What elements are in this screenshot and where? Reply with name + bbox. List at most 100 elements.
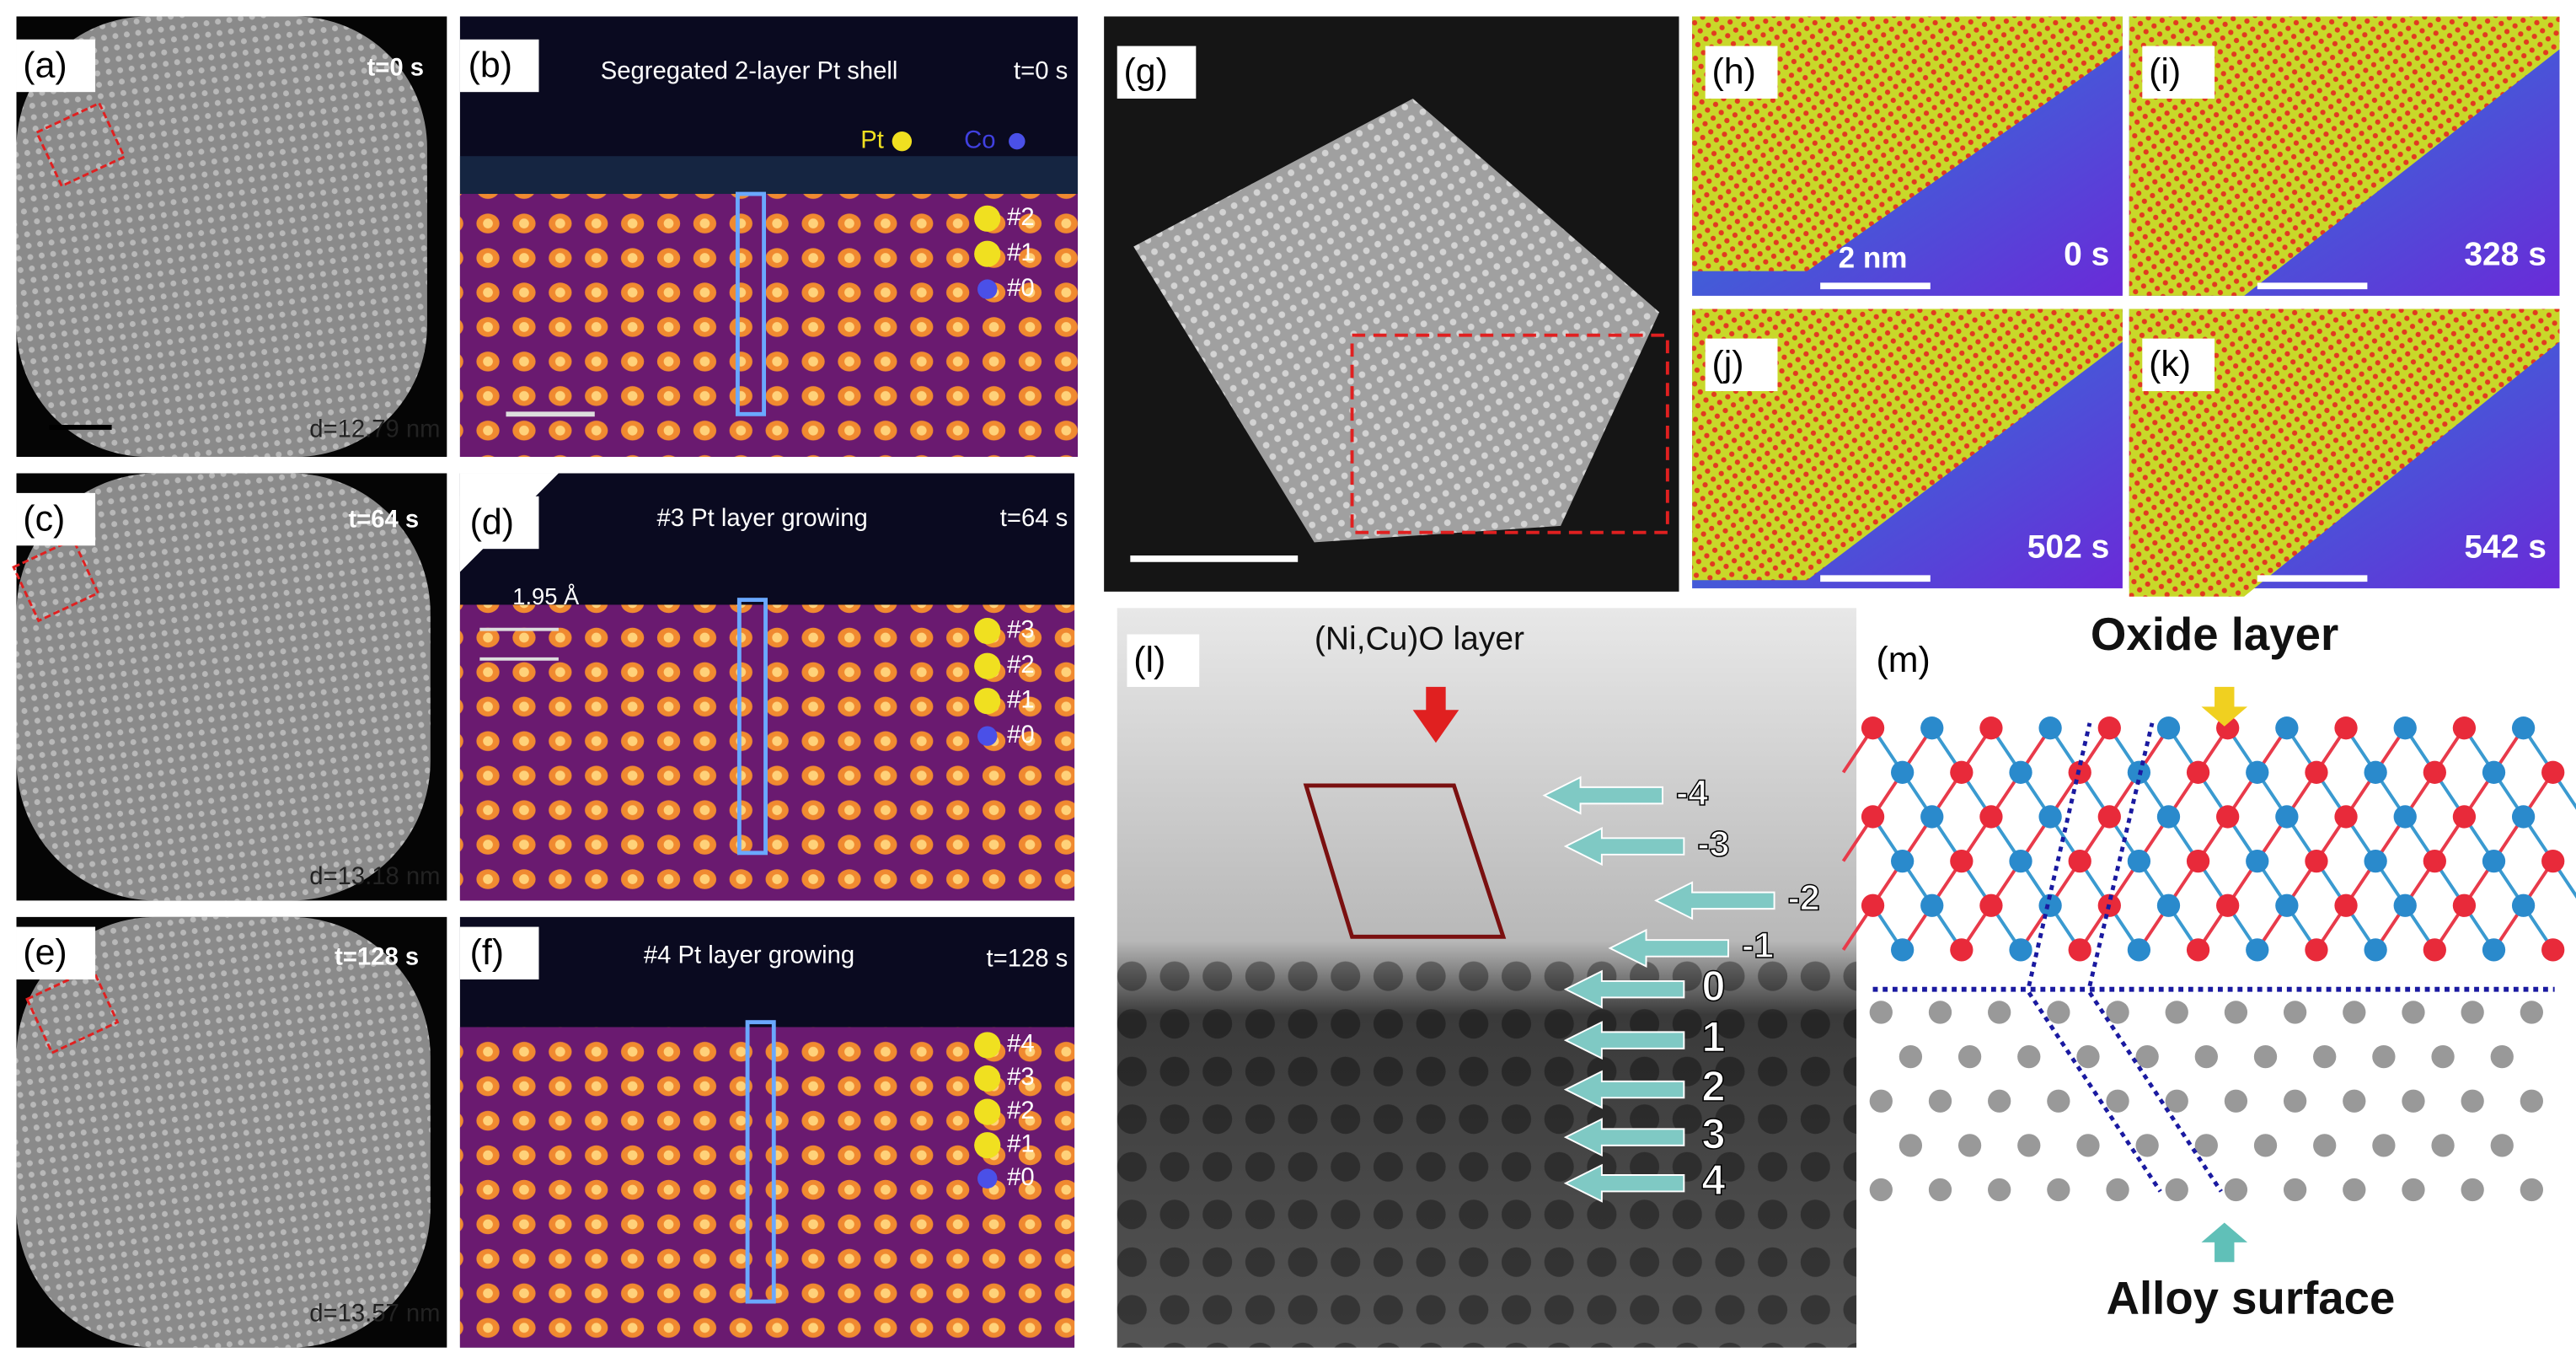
label-box [2142,338,2215,392]
alloy-atom [2194,1044,2218,1069]
alloy-atom [1899,1044,1923,1069]
layer-label: #1 [1007,686,1035,713]
diameter-label: d=12.79 nm [309,416,440,443]
panel-title: Segregated 2-layer Pt shell [601,58,898,85]
layer-label: 2 [1701,1062,1725,1110]
layer-label: 1 [1701,1012,1725,1060]
atom [2275,805,2299,829]
alloy-atom [2047,1178,2070,1202]
panel-e: (e) t=128 s d=13.57 nm [16,916,447,1348]
alloy-atom [2402,1089,2425,1113]
atom [2068,849,2091,873]
alloy-atom [2135,1044,2159,1069]
diameter-label: d=13.18 nm [309,863,440,890]
alloy-atom [2343,1089,2366,1113]
atom [2305,849,2328,873]
layer-marker [974,618,1001,645]
atom [2511,716,2536,740]
atom [2452,893,2477,917]
alloy-atom [2313,1044,2337,1069]
time-label: 0 s [2064,236,2109,272]
layer-label: #2 [1007,652,1035,679]
atom [2246,760,2269,784]
layer-label: #0 [1007,275,1035,302]
atom [2393,805,2417,829]
atom [1979,716,2003,740]
alloy-atom [2431,1044,2455,1069]
alloy-atom [2520,1089,2543,1113]
alloy-atom [2224,1178,2248,1202]
panel-title: (Ni,Cu)O layer [1315,621,1524,657]
atom [2009,849,2032,873]
layer-marker [974,1032,1001,1059]
layer-label: -2 [1788,878,1820,919]
label-box [1705,338,1778,392]
layer-marker [977,279,998,299]
atom [2482,760,2506,784]
layer-marker [974,1132,1001,1159]
layer-marker [977,726,998,746]
atom [2246,849,2269,873]
alloy-atom [2047,1001,2070,1024]
alloy-atom [1957,1134,1982,1157]
panel-label: (h) [1711,51,1755,92]
atom [2156,805,2181,829]
atom [1950,938,1974,962]
alloy-atom [1869,1089,1893,1113]
heatmap-region [1692,309,2123,581]
atom [1950,849,1974,873]
legend-label: Pt [860,126,884,153]
spacing-label: 1.95 Å [512,583,580,609]
atom [2423,938,2446,962]
alloy-atom [2253,1044,2278,1069]
atom [2127,849,2151,873]
atom [2275,716,2299,740]
layer-marker [974,240,1001,267]
atom [2186,849,2210,873]
atom [2038,893,2062,917]
alloy-atom [2490,1044,2514,1069]
heatmap-region [1692,16,2123,271]
panel-a: (a) t=0 s d=12.79 nm [16,16,447,457]
alloy-atom [2283,1178,2307,1202]
atom [2038,805,2062,829]
alloy-atom [1988,1089,2011,1113]
atom [2393,716,2417,740]
diameter-label: d=13.57 nm [309,1300,440,1327]
alloy-atom [2283,1001,2307,1024]
alloy-atom [2490,1134,2514,1157]
panel-label: (i) [2149,51,2181,92]
atom [2334,805,2358,829]
panel-title: Alloy surface [2107,1273,2396,1324]
layer-label: #2 [1007,1097,1035,1124]
atom [2364,849,2387,873]
alloy-atom [2076,1044,2100,1069]
atom [2275,893,2299,917]
layer-label: -1 [1742,926,1774,966]
time-label: 542 s [2464,529,2547,565]
time-label: t=128 s [335,943,419,970]
alloy-atom [2461,1089,2484,1113]
atom [1861,893,1885,917]
alloy-atom [2253,1134,2278,1157]
panel-label: (j) [1711,344,1743,384]
atom [2009,938,2032,962]
layer-label: #4 [1007,1031,1035,1058]
atom [2246,938,2269,962]
atom [1920,805,1944,829]
panel-label: (e) [23,932,67,973]
atom [2127,938,2151,962]
layer-arrow [1608,928,1729,968]
panel-label: (m) [1876,640,1930,680]
alloy-atom [1869,1178,1893,1202]
layer-marker [974,205,1001,232]
alloy-atom [2017,1134,2041,1157]
alloy-atom [2165,1001,2188,1024]
panel-m: (m) Oxide layer Alloy surface [1841,608,2576,1348]
panel-label: (g) [1124,51,1168,92]
alloy-atom [2165,1178,2188,1202]
alloy-atom [2372,1134,2396,1157]
alloy-atom [1988,1001,2011,1024]
alloy-atom [2461,1001,2484,1024]
